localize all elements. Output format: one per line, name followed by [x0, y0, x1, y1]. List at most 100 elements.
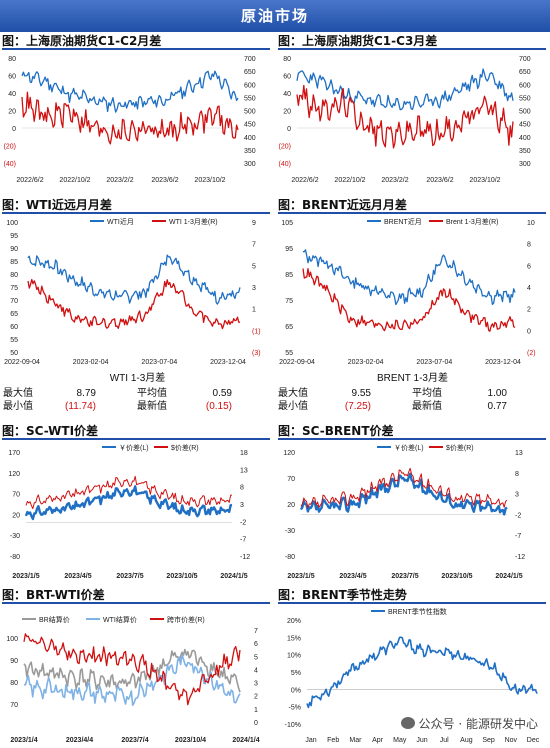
brent-latest-value: 0.77: [487, 401, 507, 412]
c4-left-tick: 95: [285, 246, 293, 253]
c1-left-tick: 20: [8, 109, 16, 116]
c5-right-tick: -2: [240, 519, 246, 526]
c5-right-tick: 18: [240, 450, 248, 457]
c1-right-tick: 550: [244, 95, 256, 102]
wti-stats-table: WTI 1-3月差 最大值 8.79 平均值 0.59 最小值 (11.74) …: [0, 372, 275, 416]
c4-right-tick: 8: [527, 242, 531, 249]
c5-x-tick: 2023/4/5: [64, 573, 91, 580]
c8-x-tick: May: [393, 737, 407, 744]
c4-left-tick: 105: [281, 220, 293, 227]
c2-spread-line: [296, 84, 514, 149]
wti-min-label: 最小值: [3, 401, 33, 412]
c3-right-tick: 1: [252, 307, 256, 314]
c3-legend-label: WTI近月: [107, 217, 134, 226]
chart-brt-wti: BR结算价 WTI结算价 跨市价差(R) 100 90 80 70 7 6 5 4 3 2 1 0 2023/…: [6, 615, 259, 744]
c5-right-tick: 8: [240, 485, 244, 492]
wti-latest-label: 最新值: [137, 401, 167, 412]
c6-left-tick: -80: [285, 554, 295, 561]
c1-right-tick: 350: [244, 148, 256, 155]
c3-left-tick: 95: [10, 233, 18, 240]
c2-left-tick: (40): [279, 161, 291, 168]
c2-right-tick: 550: [519, 95, 531, 102]
c4-legend-label: Brent 1-3月差(R): [446, 217, 499, 226]
c1-price-line: [21, 70, 239, 113]
c8-x-tick: Apr: [372, 737, 384, 744]
c8-x-tick: Sep: [482, 737, 495, 744]
c5-right-tick: 13: [240, 467, 248, 474]
c8-left-tick: 15%: [287, 635, 301, 642]
c5-left-tick: 120: [8, 471, 20, 478]
wti-avg-label: 平均值: [137, 388, 167, 399]
c6-cny-spread-line: [299, 472, 508, 516]
chart-title-c3: 图：WTI近远月月差: [2, 198, 270, 214]
c7-cross-spread-line: [23, 633, 241, 706]
c3-front-month-line: [27, 254, 241, 305]
c4-front-month-line: [303, 249, 516, 306]
c1-x-tick: 2022/6/2: [16, 177, 43, 184]
c8-x-tick: Jun: [416, 737, 427, 744]
c6-right-tick: -7: [515, 533, 521, 540]
c8-x-tick: Mar: [349, 737, 362, 744]
c7-brent-settle-line: [23, 648, 241, 693]
c8-x-tick: Jul: [440, 737, 449, 744]
c3-x-tick: 2022-09-04: [4, 359, 40, 366]
c3-x-tick: 2023-07-04: [141, 359, 177, 366]
c1-left-tick: 60: [8, 74, 16, 81]
c2-left-tick: 20: [283, 109, 291, 116]
c5-left-tick: -80: [10, 554, 20, 561]
c4-x-tick: 2023-12-04: [485, 359, 521, 366]
c5-x-tick: 2024/1/5: [220, 573, 247, 580]
c1-left-tick: 80: [8, 56, 16, 63]
brent-latest-label: 最新值: [412, 401, 442, 412]
c2-x-tick: 2023/2/2: [381, 177, 408, 184]
c6-x-tick: 2023/1/5: [287, 573, 314, 580]
c2-right-tick: 500: [519, 109, 531, 116]
c4-right-tick: 2: [527, 307, 531, 314]
c2-x-tick: 2023/10/2: [469, 177, 500, 184]
chart-wti-spread: WTI近月 WTI 1-3月差(R)10095908580757065605550…: [4, 217, 261, 366]
c1-left-tick: 40: [8, 91, 16, 98]
c6-x-tick: 2023/10/5: [441, 573, 472, 580]
c2-right-tick: 700: [519, 56, 531, 63]
c7-legend-label: 跨市价差(R): [167, 615, 205, 624]
c1-left-tick: 0: [12, 126, 16, 133]
c2-right-tick: 450: [519, 122, 531, 129]
c1-left-tick: (40): [4, 161, 16, 168]
c7-wti-settle-line: [23, 653, 241, 706]
c7-right-tick: 7: [254, 628, 258, 635]
c1-right-tick: 700: [244, 56, 256, 63]
chart-sc-brent: ￥价差(L) $价差(R) 120 70 20 -30 -80 13 8 3 -2 -7 -12 2023…: [283, 443, 525, 580]
c8-legend-label: BRENT季节性指数: [388, 607, 447, 616]
c7-right-tick: 6: [254, 641, 258, 648]
brent-min-label: 最小值: [278, 401, 308, 412]
c6-legend-label: ￥价差(L): [394, 443, 424, 452]
c5-cny-spread-line: [24, 485, 233, 521]
c6-x-tick: 2023/4/5: [339, 573, 366, 580]
c4-right-tick: 6: [527, 263, 531, 270]
c1-x-tick: 2023/10/2: [194, 177, 225, 184]
c5-right-tick: -7: [240, 537, 246, 544]
c7-left-tick: 80: [10, 680, 18, 687]
c6-x-tick: 2024/1/5: [495, 573, 522, 580]
wechat-icon: [400, 717, 415, 729]
c7-left-tick: 70: [10, 702, 18, 709]
c3-right-tick: 3: [252, 285, 256, 292]
c7-right-tick: 2: [254, 694, 258, 701]
c3-right-tick: (1): [252, 328, 261, 335]
c5-x-tick: 2023/1/5: [12, 573, 39, 580]
c6-right-tick: 3: [515, 492, 519, 499]
c8-x-tick: Jan: [305, 737, 316, 744]
c4-x-tick: 2023-02-04: [348, 359, 384, 366]
c4-right-tick: 10: [527, 220, 535, 227]
brent-max-value: 9.55: [351, 388, 371, 399]
c5-left-tick: 170: [8, 450, 20, 457]
c7-legend-label: WTI结算价: [103, 615, 137, 624]
c1-x-tick: 2023/2/2: [106, 177, 133, 184]
c6-right-tick: 13: [515, 450, 523, 457]
chart-sc-c1-c2-spread: 80 60 40 20 0 (20) (40) 700 650 600 550 500 450 400 35…: [4, 56, 256, 184]
c2-right-tick: 400: [519, 135, 531, 142]
c7-right-tick: 5: [254, 654, 258, 661]
c5-right-tick: -12: [240, 554, 250, 561]
c5-legend-label: ￥价差(L): [119, 443, 149, 452]
brent-max-label: 最大值: [278, 388, 308, 399]
